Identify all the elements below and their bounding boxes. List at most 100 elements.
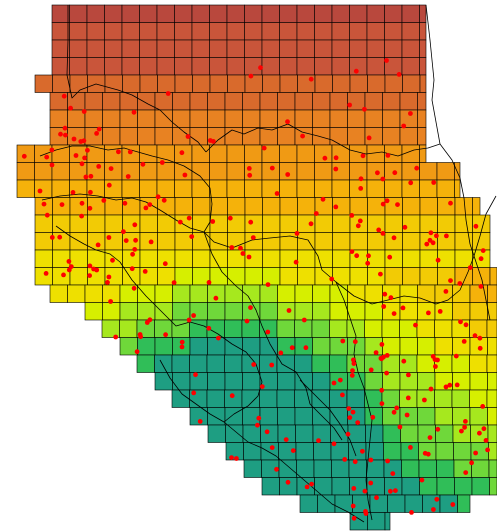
sample-point <box>179 150 185 156</box>
grid-cell <box>174 249 193 268</box>
grid-cell <box>332 232 351 251</box>
grid-cell <box>69 214 88 233</box>
grid-cell <box>121 22 140 41</box>
sample-point <box>454 382 460 388</box>
grid-cell <box>472 197 481 216</box>
grid-cell <box>332 214 351 233</box>
sample-point <box>113 334 119 340</box>
grid-cell <box>121 39 140 58</box>
grid-cell <box>312 337 331 356</box>
sample-point <box>357 218 363 224</box>
grid-cell <box>137 92 156 111</box>
sample-point <box>472 333 478 339</box>
sample-point <box>400 305 406 311</box>
sample-point <box>347 415 353 420</box>
grid-cell <box>417 92 427 111</box>
grid-cell <box>399 319 418 338</box>
grid-cell <box>207 337 226 356</box>
sample-point <box>385 153 391 158</box>
grid-cell <box>366 179 385 198</box>
sample-point <box>408 445 413 450</box>
grid-cell <box>102 92 121 111</box>
grid-cell <box>437 267 456 286</box>
sample-point <box>229 393 235 399</box>
grid-cell <box>154 284 173 303</box>
grid-cell <box>381 319 400 338</box>
grid-cell <box>294 337 313 356</box>
grid-cell <box>399 302 418 321</box>
border-line-12 <box>439 143 491 321</box>
sample-point <box>171 280 177 285</box>
sample-point <box>179 339 185 345</box>
grid-cell <box>156 57 175 76</box>
grid-cell <box>69 4 88 23</box>
grid-cell <box>296 459 315 478</box>
sample-point <box>258 65 263 71</box>
grid-cell <box>329 302 348 321</box>
grid-cell <box>417 284 436 303</box>
grid-cell <box>399 284 418 303</box>
grid-cell <box>314 214 333 233</box>
sample-point <box>427 435 433 440</box>
grid-cell <box>384 232 403 251</box>
grid-cell <box>454 179 461 198</box>
grid-cell <box>209 197 228 216</box>
grid-cell <box>349 179 368 198</box>
sample-point <box>463 470 469 475</box>
sample-point <box>391 311 397 316</box>
grid-cell <box>384 74 403 93</box>
grid-cell <box>119 92 138 111</box>
grid-cell <box>157 232 176 251</box>
grid-cell <box>329 354 348 373</box>
sample-point <box>331 380 337 386</box>
grid-cell <box>417 302 436 321</box>
grid-cell <box>244 22 263 41</box>
grid-cell <box>137 127 156 146</box>
sample-point <box>463 322 469 328</box>
sample-point <box>227 215 233 221</box>
grid-cell <box>104 214 123 233</box>
grid-cell <box>139 267 158 286</box>
grid-cell <box>277 92 296 111</box>
grid-cell <box>52 249 71 268</box>
grid-cell <box>382 127 401 146</box>
grid-cell <box>434 284 453 303</box>
grid-cell <box>366 459 385 478</box>
grid-cell <box>437 214 456 233</box>
grid-cell <box>453 459 472 478</box>
sample-point <box>329 276 335 282</box>
grid-cell <box>313 442 332 461</box>
sample-point <box>427 237 433 243</box>
grid-cell <box>294 319 313 338</box>
grid-cell <box>418 442 437 461</box>
grid-cell <box>295 442 314 461</box>
grid-cell <box>139 144 158 163</box>
grid-cell <box>121 57 140 76</box>
grid-cell <box>366 22 385 41</box>
grid-cell <box>259 92 278 111</box>
sample-point <box>85 147 90 153</box>
sample-point <box>121 229 126 235</box>
sample-point <box>211 139 216 144</box>
grid-cell <box>206 389 225 408</box>
sample-point <box>82 155 87 161</box>
sample-point <box>337 377 343 383</box>
grid-cell <box>457 494 471 513</box>
border-line-2 <box>205 123 441 157</box>
border-line-11 <box>159 359 365 523</box>
sample-point <box>265 282 271 287</box>
grid-cell <box>243 459 262 478</box>
grid-cell <box>384 477 403 496</box>
grid-cell <box>154 354 173 373</box>
grid-cell <box>469 319 488 338</box>
grid-cell <box>331 22 350 41</box>
sample-point <box>381 304 387 309</box>
grid-cell <box>347 127 366 146</box>
grid-cell <box>469 302 488 321</box>
grid-cell <box>154 109 173 128</box>
grid-cell <box>261 477 280 496</box>
grid-cell <box>296 57 315 76</box>
sample-point <box>110 257 115 263</box>
sample-point <box>101 198 107 203</box>
sample-point <box>71 136 77 142</box>
